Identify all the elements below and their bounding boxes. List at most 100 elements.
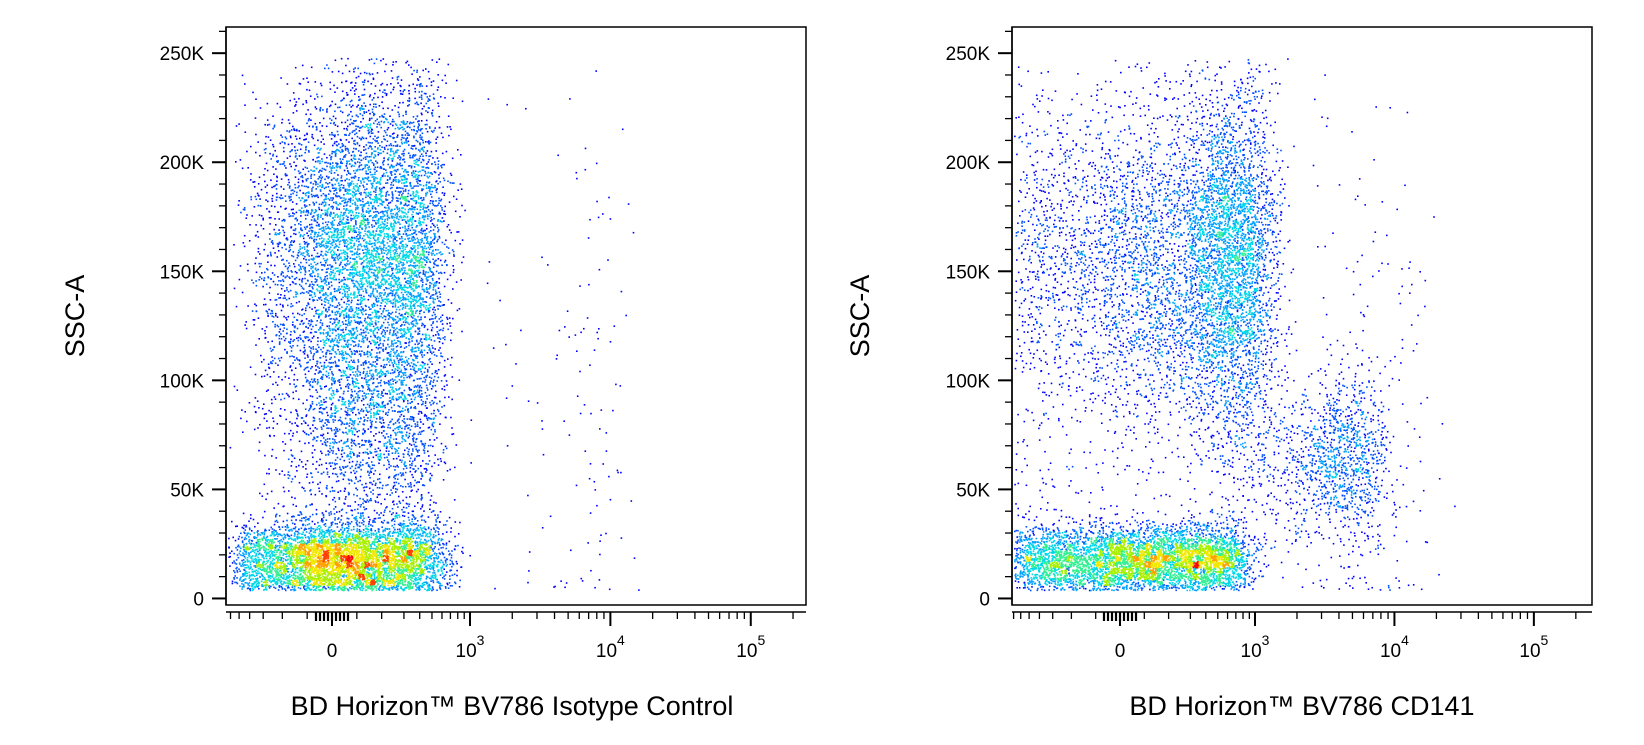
event-dot (383, 555, 385, 557)
event-dot (241, 537, 243, 539)
event-dot (280, 568, 282, 570)
event-dot (365, 549, 367, 551)
event-dot (324, 546, 326, 548)
event-dot (438, 556, 440, 558)
event-dot (328, 565, 330, 567)
event-dot (423, 582, 425, 584)
event-dot (290, 543, 292, 545)
event-dot (265, 548, 267, 550)
event-dot (289, 536, 291, 538)
event-dot (346, 579, 348, 581)
event-dot (419, 551, 421, 553)
event-dot (428, 551, 430, 553)
event-dot (404, 540, 406, 542)
event-dot (261, 547, 263, 549)
event-dot (368, 564, 370, 566)
event-dot (435, 524, 437, 526)
event-dot (243, 565, 245, 567)
event-dot (315, 538, 317, 540)
event-dot (300, 588, 302, 590)
event-dot (343, 574, 345, 576)
event-dot (323, 531, 325, 533)
event-dot (376, 512, 378, 514)
event-dot (348, 563, 350, 565)
event-dot (266, 573, 268, 575)
event-dot (313, 528, 315, 530)
event-dot (433, 528, 435, 530)
event-dot (292, 580, 294, 582)
event-dot (358, 532, 360, 534)
event-dot (365, 563, 367, 565)
event-dot (371, 578, 373, 580)
event-dot (312, 562, 314, 564)
event-dot (378, 544, 380, 546)
event-dot (248, 583, 250, 585)
event-dot (396, 512, 398, 514)
event-dot (340, 555, 342, 557)
event-dot (371, 500, 373, 502)
event-dot (251, 569, 253, 571)
event-dot (341, 539, 343, 541)
event-dot (346, 556, 348, 558)
event-dot (295, 569, 297, 571)
event-dot (240, 554, 242, 556)
event-dot (326, 556, 328, 558)
event-dot (344, 530, 346, 532)
event-dot (298, 536, 300, 538)
event-dot (279, 585, 281, 587)
event-dot (362, 590, 364, 592)
event-dot (378, 551, 380, 553)
event-dot (249, 561, 251, 563)
event-dot (397, 577, 399, 579)
event-dot (260, 554, 262, 556)
event-dot (429, 557, 431, 559)
event-dot (257, 566, 259, 568)
event-dot (449, 578, 451, 580)
event-dot (316, 565, 318, 567)
event-dot (305, 583, 307, 585)
event-dot (249, 577, 251, 579)
event-dot (365, 590, 367, 592)
event-dot (314, 551, 316, 553)
event-dot (359, 541, 361, 543)
event-dot (362, 585, 364, 587)
event-dot (364, 573, 366, 575)
event-dot (435, 535, 437, 537)
event-dot (405, 559, 407, 561)
event-dot (250, 590, 252, 592)
event-dot (378, 569, 380, 571)
event-dot (332, 577, 334, 579)
event-dot (238, 538, 240, 540)
event-dot (281, 584, 283, 586)
event-dot (298, 587, 300, 589)
event-dot (360, 560, 362, 562)
event-dot (304, 542, 306, 544)
event-dot (399, 578, 401, 580)
event-dot (233, 570, 235, 572)
event-dot (424, 557, 426, 559)
event-dot (409, 576, 411, 578)
event-dot (374, 571, 376, 573)
event-dot (330, 548, 332, 550)
event-dot (265, 585, 267, 587)
event-dot (342, 543, 344, 545)
event-dot (276, 538, 278, 540)
event-dot (361, 546, 363, 548)
event-dot (422, 571, 424, 573)
event-dot (287, 552, 289, 554)
event-dot (336, 580, 338, 582)
event-dot (355, 519, 357, 521)
event-dot (259, 539, 261, 541)
event-dot (436, 553, 438, 555)
event-dot (306, 531, 308, 533)
event-dot (288, 555, 290, 557)
event-dot (417, 543, 419, 545)
event-dot (375, 554, 377, 556)
event-dot (263, 568, 265, 570)
event-dot (337, 574, 339, 576)
event-dot (368, 521, 370, 523)
event-dot (263, 546, 265, 548)
event-dot (394, 577, 396, 579)
event-dot (283, 583, 285, 585)
event-dot (276, 532, 278, 534)
